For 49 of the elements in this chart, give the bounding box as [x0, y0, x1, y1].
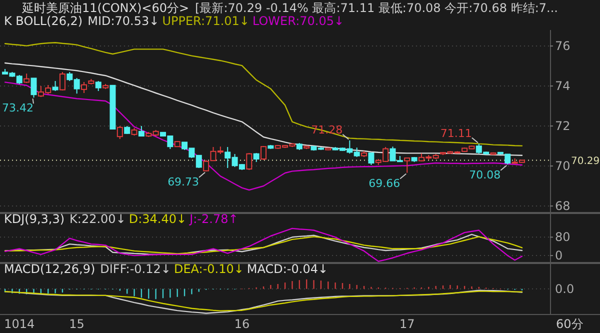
candlestick — [404, 157, 410, 174]
candlestick — [246, 152, 252, 170]
chart-title: 延时美原油11(CONX)<60分> — [21, 1, 190, 15]
annotation: 69.73 — [168, 175, 200, 188]
y-tick-label: 76 — [555, 39, 570, 53]
annotation: 71.11 — [440, 126, 472, 140]
line-series — [4, 42, 523, 146]
candlestick — [95, 80, 102, 92]
y-tick-label: 68 — [555, 199, 570, 213]
candlestick — [368, 152, 374, 166]
candlestick — [116, 126, 123, 140]
chart-subtitle: [最新:70.29 -0.14% 最高:71.11 最低:70.08 今开:70.68 昨结:7... — [195, 1, 558, 15]
series-label: D:34.40↓ — [128, 212, 187, 226]
y-tick-label: 80 — [555, 230, 570, 244]
candlestick — [138, 126, 144, 137]
series-label: DIFF:-0.12↓ — [100, 262, 171, 276]
annotation: 73.42 — [2, 102, 34, 115]
x-tick-label: 15 — [69, 317, 84, 331]
candlestick — [203, 160, 210, 172]
candlestick — [59, 72, 66, 91]
line-series — [4, 62, 523, 156]
candlestick — [30, 78, 37, 98]
y-tick-label: 70 — [555, 159, 570, 173]
x-tick-label: 1014 — [4, 317, 35, 331]
legend-title: KDJ(9,3,3) — [4, 212, 65, 226]
y-tick-label: 0 — [555, 248, 563, 263]
series-label: UPPER:71.01↓ — [162, 14, 250, 28]
text: DEA:-0.10↓ — [174, 262, 244, 276]
candlestick — [24, 73, 30, 84]
ref-line-label: 0.0 — [555, 282, 574, 296]
x-tick-label: 16 — [234, 317, 250, 331]
text: MID:70.53↓ — [88, 14, 160, 28]
candlestick — [81, 82, 88, 94]
annotation: 69.66 — [368, 176, 400, 190]
candlestick — [52, 80, 58, 92]
x-tick-label: 17 — [399, 317, 415, 331]
series-label: K:22.00↓ — [70, 212, 126, 226]
candlestick — [260, 146, 267, 160]
text: LOWER:70.05↓ — [252, 14, 344, 28]
y-tick-label: 74 — [555, 79, 570, 93]
y-tick-label: 72 — [555, 119, 570, 133]
annotation: 70.08 — [469, 168, 501, 182]
series-label: J:-2.78↑ — [188, 212, 238, 226]
annotation: MACD:-0.04↓ — [246, 262, 328, 276]
ref-line-label: 70.29 — [571, 156, 600, 168]
legend-title: MACD(12,26,9) — [4, 262, 96, 276]
text: 60分 — [556, 317, 584, 331]
line-series — [4, 228, 523, 262]
legend-title: K BOLL(26,2) — [4, 14, 83, 28]
